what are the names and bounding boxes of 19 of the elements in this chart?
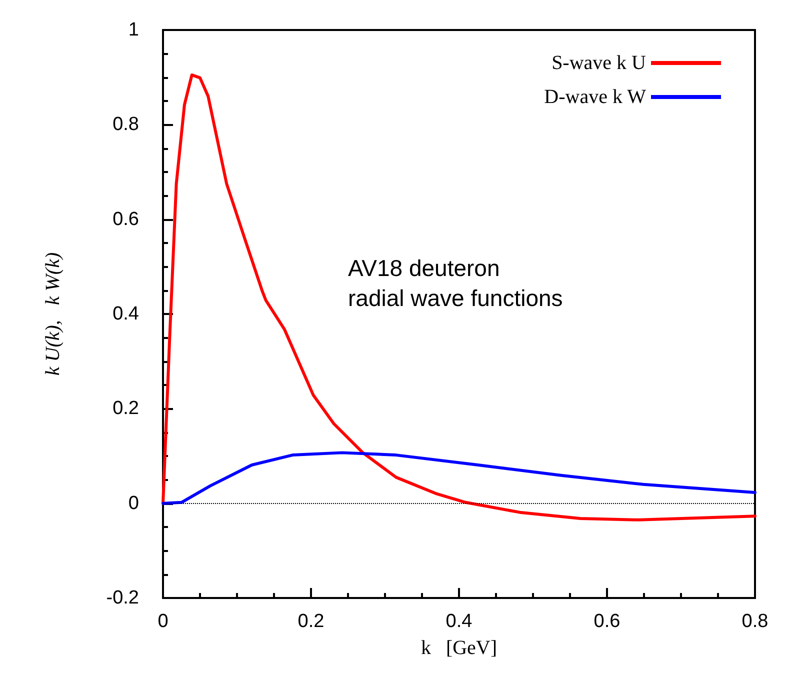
y-tick-label: 0.8 [112, 114, 139, 136]
y-tick-label: -0.2 [106, 588, 139, 608]
legend-label: S-wave k U [552, 52, 647, 74]
y-tick-label: 0.6 [112, 208, 139, 230]
annotation: AV18 deuteron radial wave functions [348, 255, 563, 311]
x-tick-label: 0.2 [298, 611, 324, 632]
x-tick-label: 0 [158, 611, 168, 632]
line-series [162, 451, 756, 505]
y-tick-label: 0.2 [112, 398, 139, 420]
legend-label: D-wave k W [544, 86, 646, 108]
x-tick-label: 0.4 [446, 611, 473, 632]
line-series [162, 73, 756, 522]
x-tick-label: 0.8 [742, 611, 768, 632]
y-tick-label: 0.4 [112, 304, 140, 324]
x-tick-label: 0.6 [594, 611, 620, 632]
y-axis-title: k U(k), k W(k) [42, 252, 64, 376]
x-axis-title: k [GeV] [420, 637, 498, 659]
y-tick-label: 1 [128, 20, 139, 40]
y-tick-label: 0 [128, 492, 139, 514]
